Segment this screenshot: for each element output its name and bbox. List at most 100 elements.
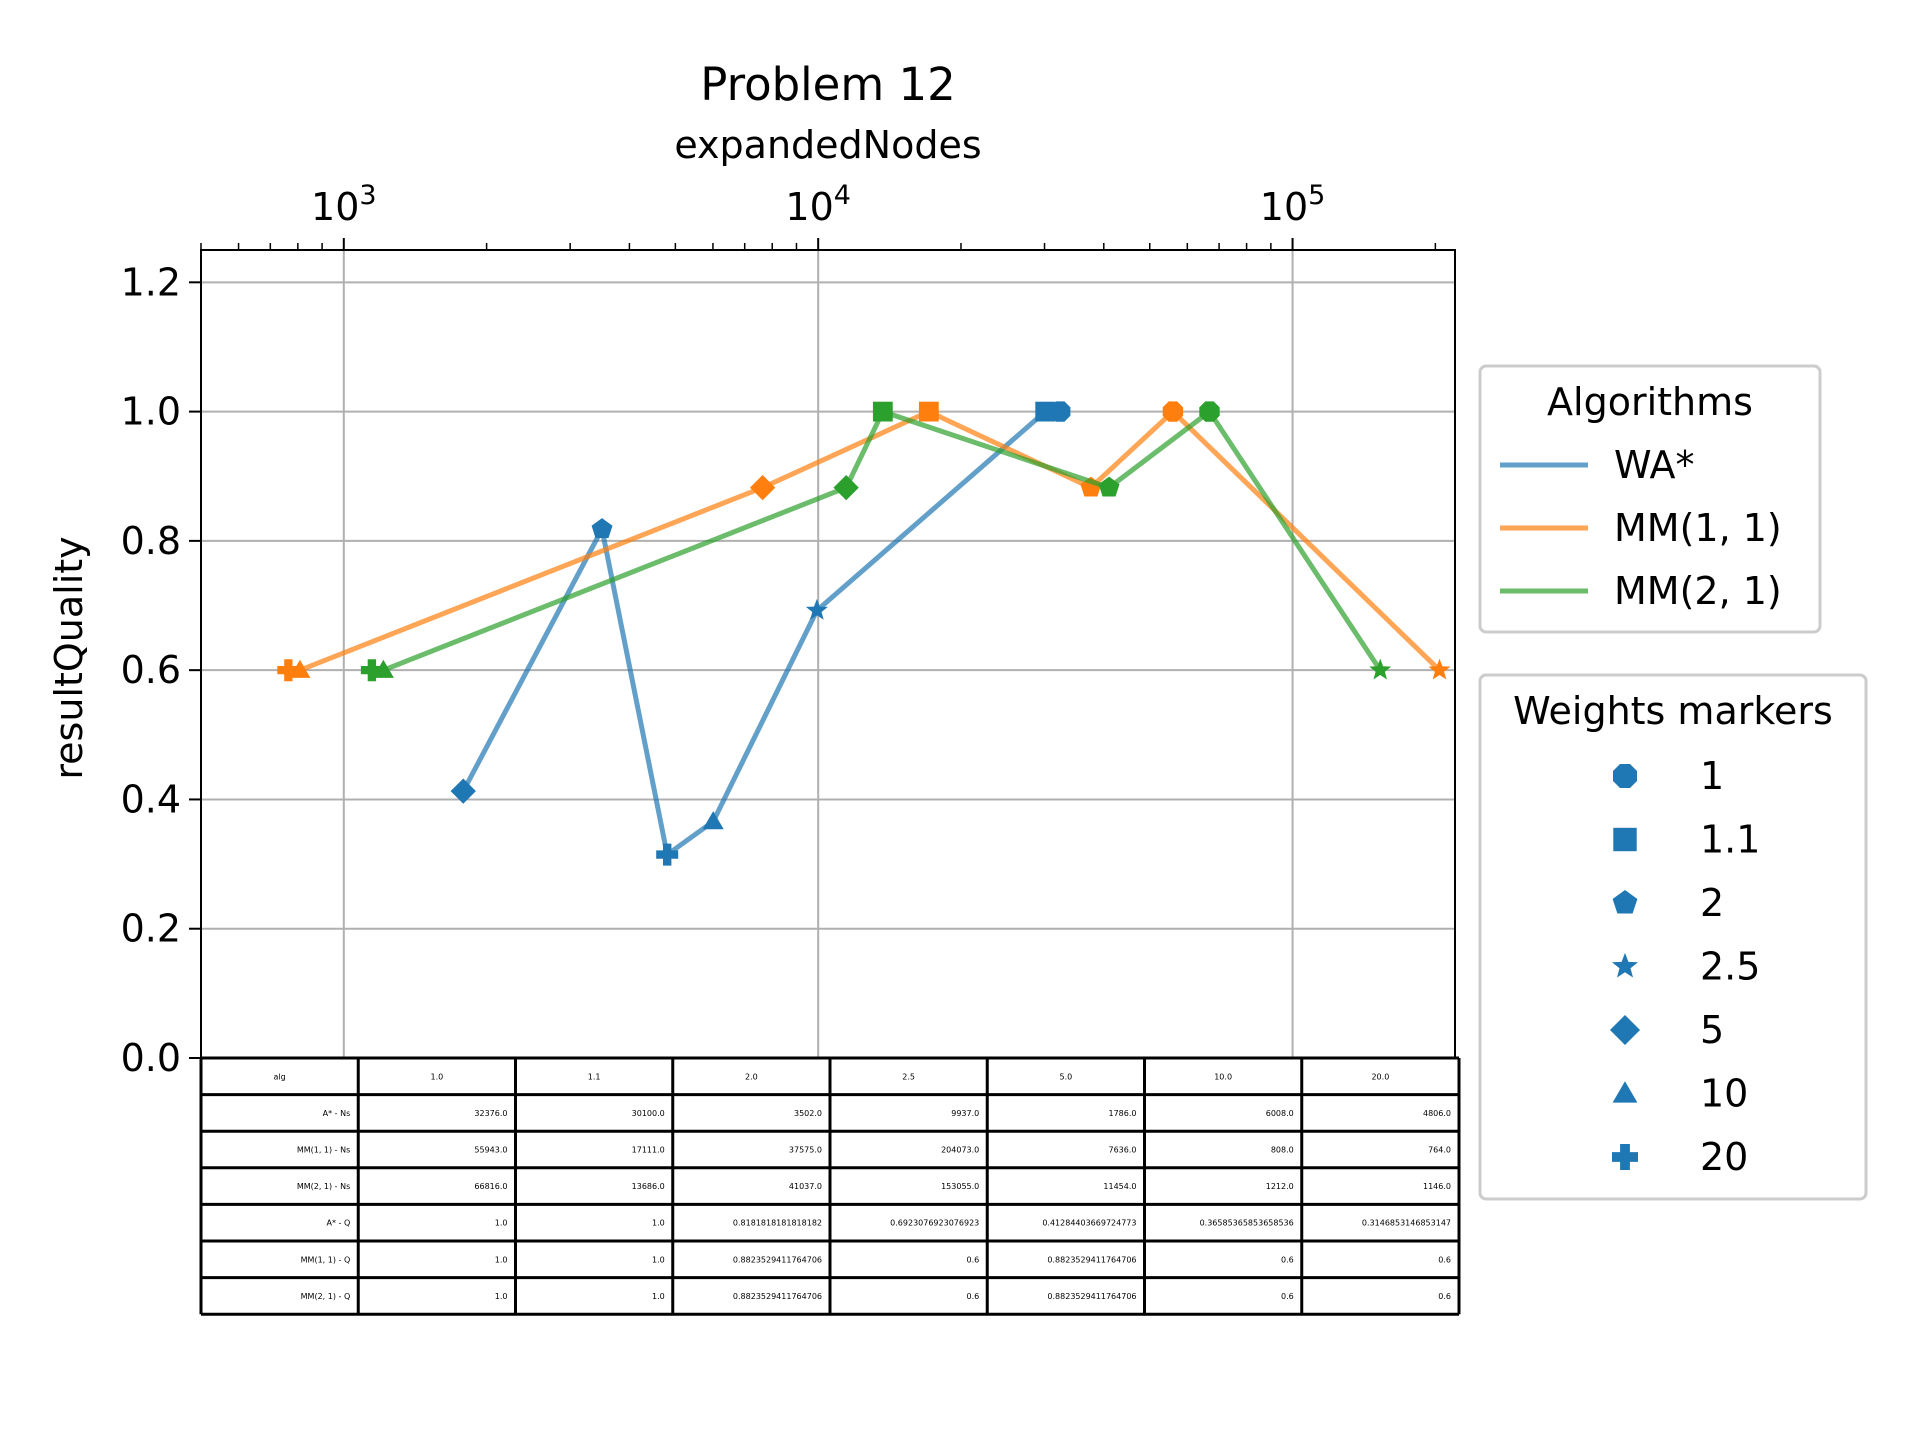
table-cell: 0.41284403669724773: [1042, 1219, 1136, 1228]
table-cell: 0.36585365853658536: [1200, 1219, 1294, 1228]
table-cell: 0.6: [967, 1255, 980, 1264]
table-cell: 0.6: [967, 1292, 980, 1301]
legend-marker: [1613, 827, 1637, 852]
y-tick-label: 1.2: [121, 260, 181, 304]
table-cell: 0.6: [1438, 1255, 1451, 1264]
table-cell: 808.0: [1271, 1146, 1294, 1155]
grid-layer: [201, 250, 1455, 1059]
data-point: [289, 659, 311, 678]
table-cell: 0.3146853146853147: [1362, 1219, 1451, 1228]
table-header-cell: 5.0: [1060, 1072, 1073, 1081]
table-cell: 1.0: [652, 1292, 665, 1301]
table-cell: 0.6: [1281, 1292, 1294, 1301]
table-cell: 1.0: [495, 1219, 508, 1228]
table-cell: 1.0: [652, 1219, 665, 1228]
table-cell: 1146.0: [1423, 1182, 1451, 1191]
table-cell: MM(2, 1) - Q: [301, 1292, 351, 1301]
table-header-cell: 2.0: [745, 1072, 758, 1081]
series-layer: [277, 401, 1451, 866]
data-point: [872, 401, 893, 422]
y-axis-label: resultQuality: [47, 536, 91, 779]
data-point: [1098, 476, 1120, 497]
table-cell: MM(1, 1) - Ns: [297, 1146, 350, 1155]
legend-frame: [1478, 673, 1868, 1201]
legend-label: 1.1: [1700, 818, 1760, 862]
legend-frame: [1478, 364, 1822, 634]
table-cell: 153055.0: [941, 1182, 979, 1191]
data-point: [1199, 401, 1220, 422]
data-point: [918, 401, 939, 422]
table-cell: A* - Q: [327, 1219, 351, 1228]
data-point: [1035, 401, 1056, 422]
legend-label: 2.5: [1700, 945, 1760, 989]
table-cell: 0.8823529411764706: [1047, 1255, 1136, 1264]
y-tick-label: 0.0: [121, 1036, 181, 1080]
x-tick-label: 105: [1260, 180, 1326, 229]
table-header-cell: 2.5: [902, 1072, 915, 1081]
table-cell: 0.8181818181818182: [733, 1219, 822, 1228]
legend-label: MM(2, 1): [1614, 569, 1782, 613]
legend-marker: [1612, 890, 1638, 914]
data-point: [450, 778, 476, 804]
table-cell: 1.0: [652, 1255, 665, 1264]
table-cell: 0.8823529411764706: [733, 1292, 822, 1301]
legend-markers: Weights markers 1 1.1 2 2.5 5 10 20: [1478, 673, 1868, 1201]
table-cell: MM(2, 1) - Ns: [297, 1182, 350, 1191]
legend-marker: [1610, 1015, 1640, 1045]
table-cell: A* - Ns: [323, 1109, 351, 1118]
data-point: [805, 598, 828, 620]
x-tick-label: 104: [785, 180, 851, 229]
table-header-cell: 1.1: [588, 1072, 601, 1081]
data-table: alg 1.0 1.1 2.0 2.5 5.0 10.0 20.0 A* - Ns 32376.0…: [199, 1056, 1461, 1316]
data-point: [1162, 401, 1184, 422]
table-cell: 4806.0: [1423, 1109, 1451, 1118]
legend-title: Algorithms: [1547, 380, 1753, 424]
table-cell: MM(1, 1) - Q: [301, 1255, 351, 1264]
y-tick-label: 1.0: [121, 390, 181, 434]
legend-label: 5: [1700, 1008, 1724, 1052]
table-cell: 3502.0: [794, 1109, 822, 1118]
table-header-cell: 10.0: [1214, 1072, 1232, 1081]
legend-label: MM(1, 1): [1614, 506, 1782, 550]
data-point: [360, 659, 383, 682]
chart-title: Problem 12: [700, 58, 956, 111]
legend-label: 1: [1700, 754, 1724, 798]
legend-label: WA*: [1614, 443, 1695, 487]
x-tick-label: 103: [311, 180, 377, 229]
y-tick-label: 0.4: [121, 777, 181, 821]
legend-algorithms: Algorithms WA* MM(1, 1) MM(2, 1): [1478, 364, 1822, 634]
legend-label: 2: [1700, 881, 1724, 925]
table-cell: 764.0: [1428, 1146, 1451, 1155]
data-point: [591, 518, 613, 538]
table-cell: 41037.0: [789, 1182, 822, 1191]
table-cell: 0.6: [1281, 1255, 1294, 1264]
table-cell: 1212.0: [1266, 1182, 1294, 1191]
table-cell: 7636.0: [1109, 1146, 1137, 1155]
data-point: [702, 811, 724, 830]
data-point: [372, 659, 394, 678]
table-cell: 1.0: [495, 1255, 508, 1264]
data-point: [750, 475, 776, 501]
table-cell: 32376.0: [474, 1109, 507, 1118]
data-point: [1428, 658, 1451, 680]
table-cell: 55943.0: [474, 1146, 507, 1155]
table-cell: 6008.0: [1266, 1109, 1294, 1118]
table-header-cell: alg: [274, 1072, 286, 1081]
table-header-cell: 1.0: [431, 1072, 444, 1081]
legend-marker: [1613, 764, 1637, 788]
data-point: [1369, 658, 1392, 680]
data-point: [656, 843, 679, 866]
table-cell: 66816.0: [474, 1182, 507, 1191]
legend-title: Weights markers: [1513, 689, 1833, 733]
legend-label: 20: [1700, 1135, 1748, 1179]
table-cell: 204073.0: [941, 1146, 979, 1155]
table-cell: 9937.0: [951, 1109, 979, 1118]
plot-frame: [200, 249, 1456, 1059]
table-cell: 0.8823529411764706: [1047, 1292, 1136, 1301]
table-cell: 0.6923076923076923: [890, 1219, 979, 1228]
y-tick-label: 0.6: [121, 648, 181, 692]
y-tick-label: 0.8: [121, 519, 181, 563]
data-point: [833, 475, 859, 501]
